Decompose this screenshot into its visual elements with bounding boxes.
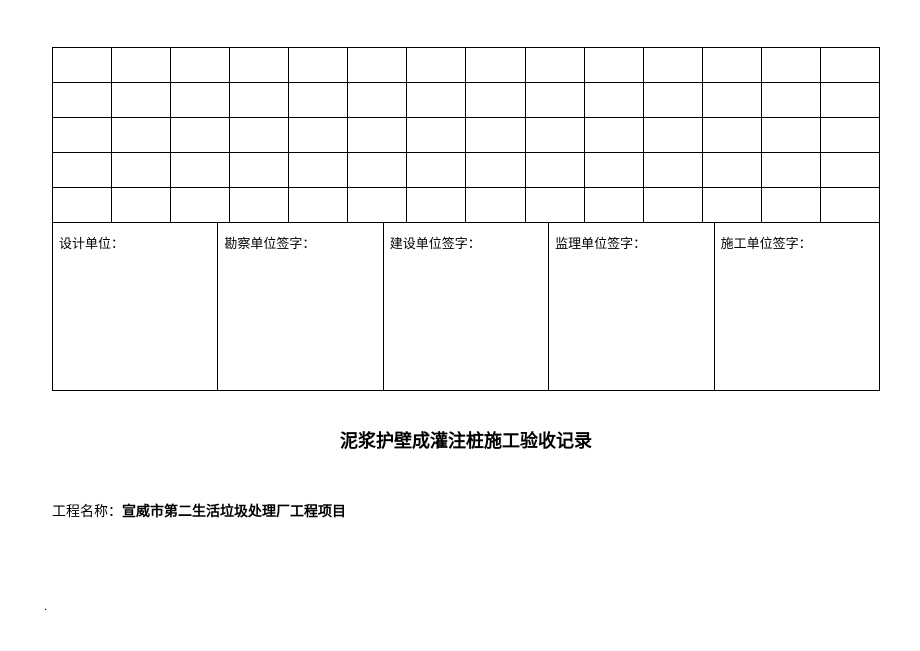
project-name: 宣威市第二生活垃圾处理厂工程项目 [122, 503, 346, 519]
table-row [53, 118, 880, 153]
table-row [53, 83, 880, 118]
grid-body [53, 48, 880, 223]
survey-unit-cell: 勘察单位签字： [218, 223, 383, 391]
design-unit-cell: 设计单位： [53, 223, 218, 391]
contractor-unit-cell: 施工单位签字： [714, 223, 879, 391]
document-title: 泥浆护壁成灌注桩施工验收记录 [52, 427, 880, 453]
empty-grid-table [52, 47, 880, 223]
table-row [53, 48, 880, 83]
contractor-unit-label: 施工单位签字： [721, 236, 812, 251]
supervision-unit-cell: 监理单位签字： [549, 223, 714, 391]
table-row [53, 188, 880, 223]
design-unit-label: 设计单位： [59, 236, 124, 251]
footer-dot: . [44, 599, 880, 613]
project-prefix: 工程名称： [52, 503, 122, 519]
supervision-unit-label: 监理单位签字： [555, 236, 646, 251]
signature-table: 设计单位： 勘察单位签字： 建设单位签字： 监理单位签字： 施工单位签字： [52, 222, 880, 391]
project-line: 工程名称：宣威市第二生活垃圾处理厂工程项目 [52, 501, 880, 521]
survey-unit-label: 勘察单位签字： [224, 236, 315, 251]
construction-owner-label: 建设单位签字： [390, 236, 481, 251]
signature-row: 设计单位： 勘察单位签字： 建设单位签字： 监理单位签字： 施工单位签字： [53, 223, 880, 391]
construction-owner-cell: 建设单位签字： [383, 223, 548, 391]
table-row [53, 153, 880, 188]
